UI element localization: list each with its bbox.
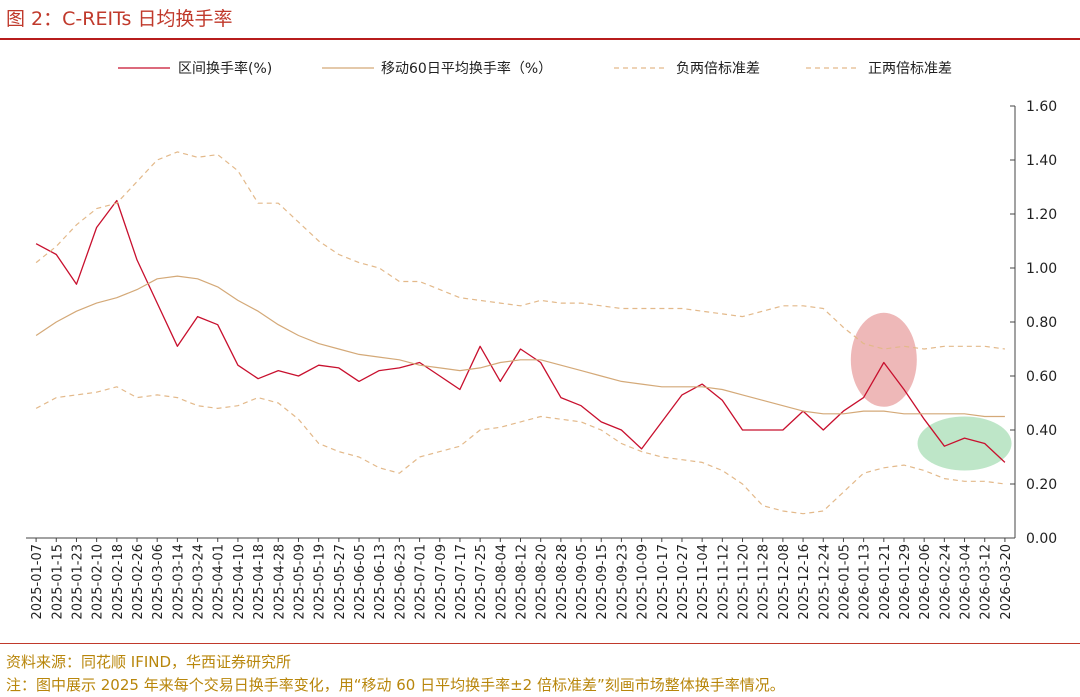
x-tick-label: 2026-01-05 (837, 544, 852, 620)
x-tick-label: 2025-01-23 (70, 544, 85, 620)
top-rule (0, 38, 1080, 40)
x-tick-label: 2025-07-17 (454, 544, 469, 620)
x-tick-label: 2025-01-15 (50, 544, 65, 620)
x-tick-label: 2025-04-18 (252, 544, 267, 620)
x-axis: 2025-01-07 2025-01-15 2025-01-23 2025-02-10… (26, 537, 1015, 620)
x-tick-label: 2025-02-10 (91, 544, 106, 620)
x-tick-label: 2025-07-01 (414, 544, 429, 620)
y-tick-label: 0.00 (1026, 531, 1057, 547)
figure-title: 图 2：C-REITs 日均换手率 (6, 8, 233, 30)
source-text: 资料来源：同花顺 IFIND，华西证券研究所 (6, 653, 292, 671)
y-tick-label: 0.40 (1026, 423, 1057, 439)
y-tick-label: 1.40 (1026, 153, 1057, 169)
series-line-3 (35, 151, 1005, 350)
x-tick-label: 2025-05-09 (292, 544, 307, 620)
x-tick-label: 2025-11-12 (716, 544, 731, 620)
x-tick-label: 2026-01-21 (878, 544, 893, 620)
x-tick-label: 2025-08-20 (535, 544, 550, 620)
x-tick-label: 2025-04-10 (232, 544, 247, 620)
x-tick-label: 2025-10-09 (636, 544, 651, 620)
x-tick-label: 2025-04-28 (272, 544, 287, 620)
series-line-2 (35, 386, 1005, 515)
x-tick-label: 2025-11-04 (696, 544, 711, 620)
x-tick-label: 2026-03-12 (979, 544, 994, 620)
y-tick-label: 0.80 (1026, 315, 1057, 331)
x-tick-label: 2025-08-12 (515, 544, 530, 620)
x-tick-label: 2026-03-04 (959, 544, 974, 620)
x-tick-label: 2025-09-15 (595, 544, 610, 620)
highlight-ellipses (850, 312, 1012, 471)
x-tick-label: 2026-01-29 (898, 544, 913, 620)
y-axis: 0.00 0.20 0.40 0.60 0.80 1.00 1.20 1.40 1.60 (1010, 99, 1057, 547)
x-tick-label: 2025-05-19 (313, 544, 328, 620)
x-tick-label: 2025-04-01 (212, 544, 227, 620)
x-tick-label: 2025-09-23 (615, 544, 630, 620)
series-lines (35, 151, 1006, 515)
series-line-0 (35, 199, 1006, 463)
x-tick-label: 2025-08-28 (555, 544, 570, 620)
x-tick-label: 2025-03-24 (192, 544, 207, 620)
bottom-rule (0, 643, 1080, 644)
x-tick-label: 2025-07-09 (434, 544, 449, 620)
legend-label-3: 正两倍标准差 (868, 61, 952, 77)
y-tick-label: 0.60 (1026, 369, 1057, 385)
x-tick-label: 2025-11-20 (737, 544, 752, 620)
x-tick-label: 2025-08-04 (494, 544, 509, 620)
y-tick-label: 1.20 (1026, 207, 1057, 223)
highlight-ellipse-red (850, 312, 917, 407)
x-tick-label: 2025-06-05 (353, 544, 368, 620)
x-tick-label: 2025-03-14 (171, 544, 186, 620)
x-tick-label: 2025-01-07 (30, 544, 45, 620)
chart: 区间换手率(%) 移动60日平均换手率（%） 负两倍标准差 正两倍标准差 0.000.… (26, 60, 1057, 620)
y-tick-label: 1.60 (1026, 99, 1057, 115)
x-tick-label: 2025-06-13 (373, 544, 388, 620)
x-tick-label: 2025-09-05 (575, 544, 590, 620)
x-tick-label: 2025-07-25 (474, 544, 489, 620)
x-tick-label: 2025-05-27 (333, 544, 348, 620)
x-tick-label: 2025-12-16 (797, 544, 812, 620)
x-tick-label: 2025-10-27 (676, 544, 691, 620)
legend-label-1: 移动60日平均换手率（%） (381, 60, 552, 77)
series-line-1 (35, 275, 1005, 418)
y-tick-label: 0.20 (1026, 477, 1057, 493)
x-tick-label: 2025-03-06 (151, 544, 166, 620)
x-tick-label: 2025-10-17 (656, 544, 671, 620)
x-tick-label: 2025-02-18 (111, 544, 126, 620)
x-tick-label: 2026-01-13 (858, 544, 873, 620)
x-tick-label: 2025-12-08 (777, 544, 792, 620)
legend-label-0: 区间换手率(%) (178, 60, 272, 77)
legend: 区间换手率(%) 移动60日平均换手率（%） 负两倍标准差 正两倍标准差 (118, 60, 952, 77)
x-tick-label: 2025-06-23 (393, 544, 408, 620)
x-tick-label: 2026-02-06 (918, 544, 933, 620)
y-tick-label: 1.00 (1026, 261, 1057, 277)
note-text: 注：图中展示 2025 年来每个交易日换手率变化，用“移动 60 日平均换手率±… (6, 676, 785, 694)
x-tick-label: 2025-11-28 (757, 544, 772, 620)
x-tick-label: 2025-02-26 (131, 544, 146, 620)
highlight-ellipse-green (917, 416, 1012, 471)
x-tick-label: 2026-03-20 (999, 544, 1014, 620)
x-tick-label: 2025-12-24 (817, 544, 832, 620)
x-tick-label: 2026-02-24 (938, 544, 953, 620)
legend-label-2: 负两倍标准差 (676, 61, 760, 77)
